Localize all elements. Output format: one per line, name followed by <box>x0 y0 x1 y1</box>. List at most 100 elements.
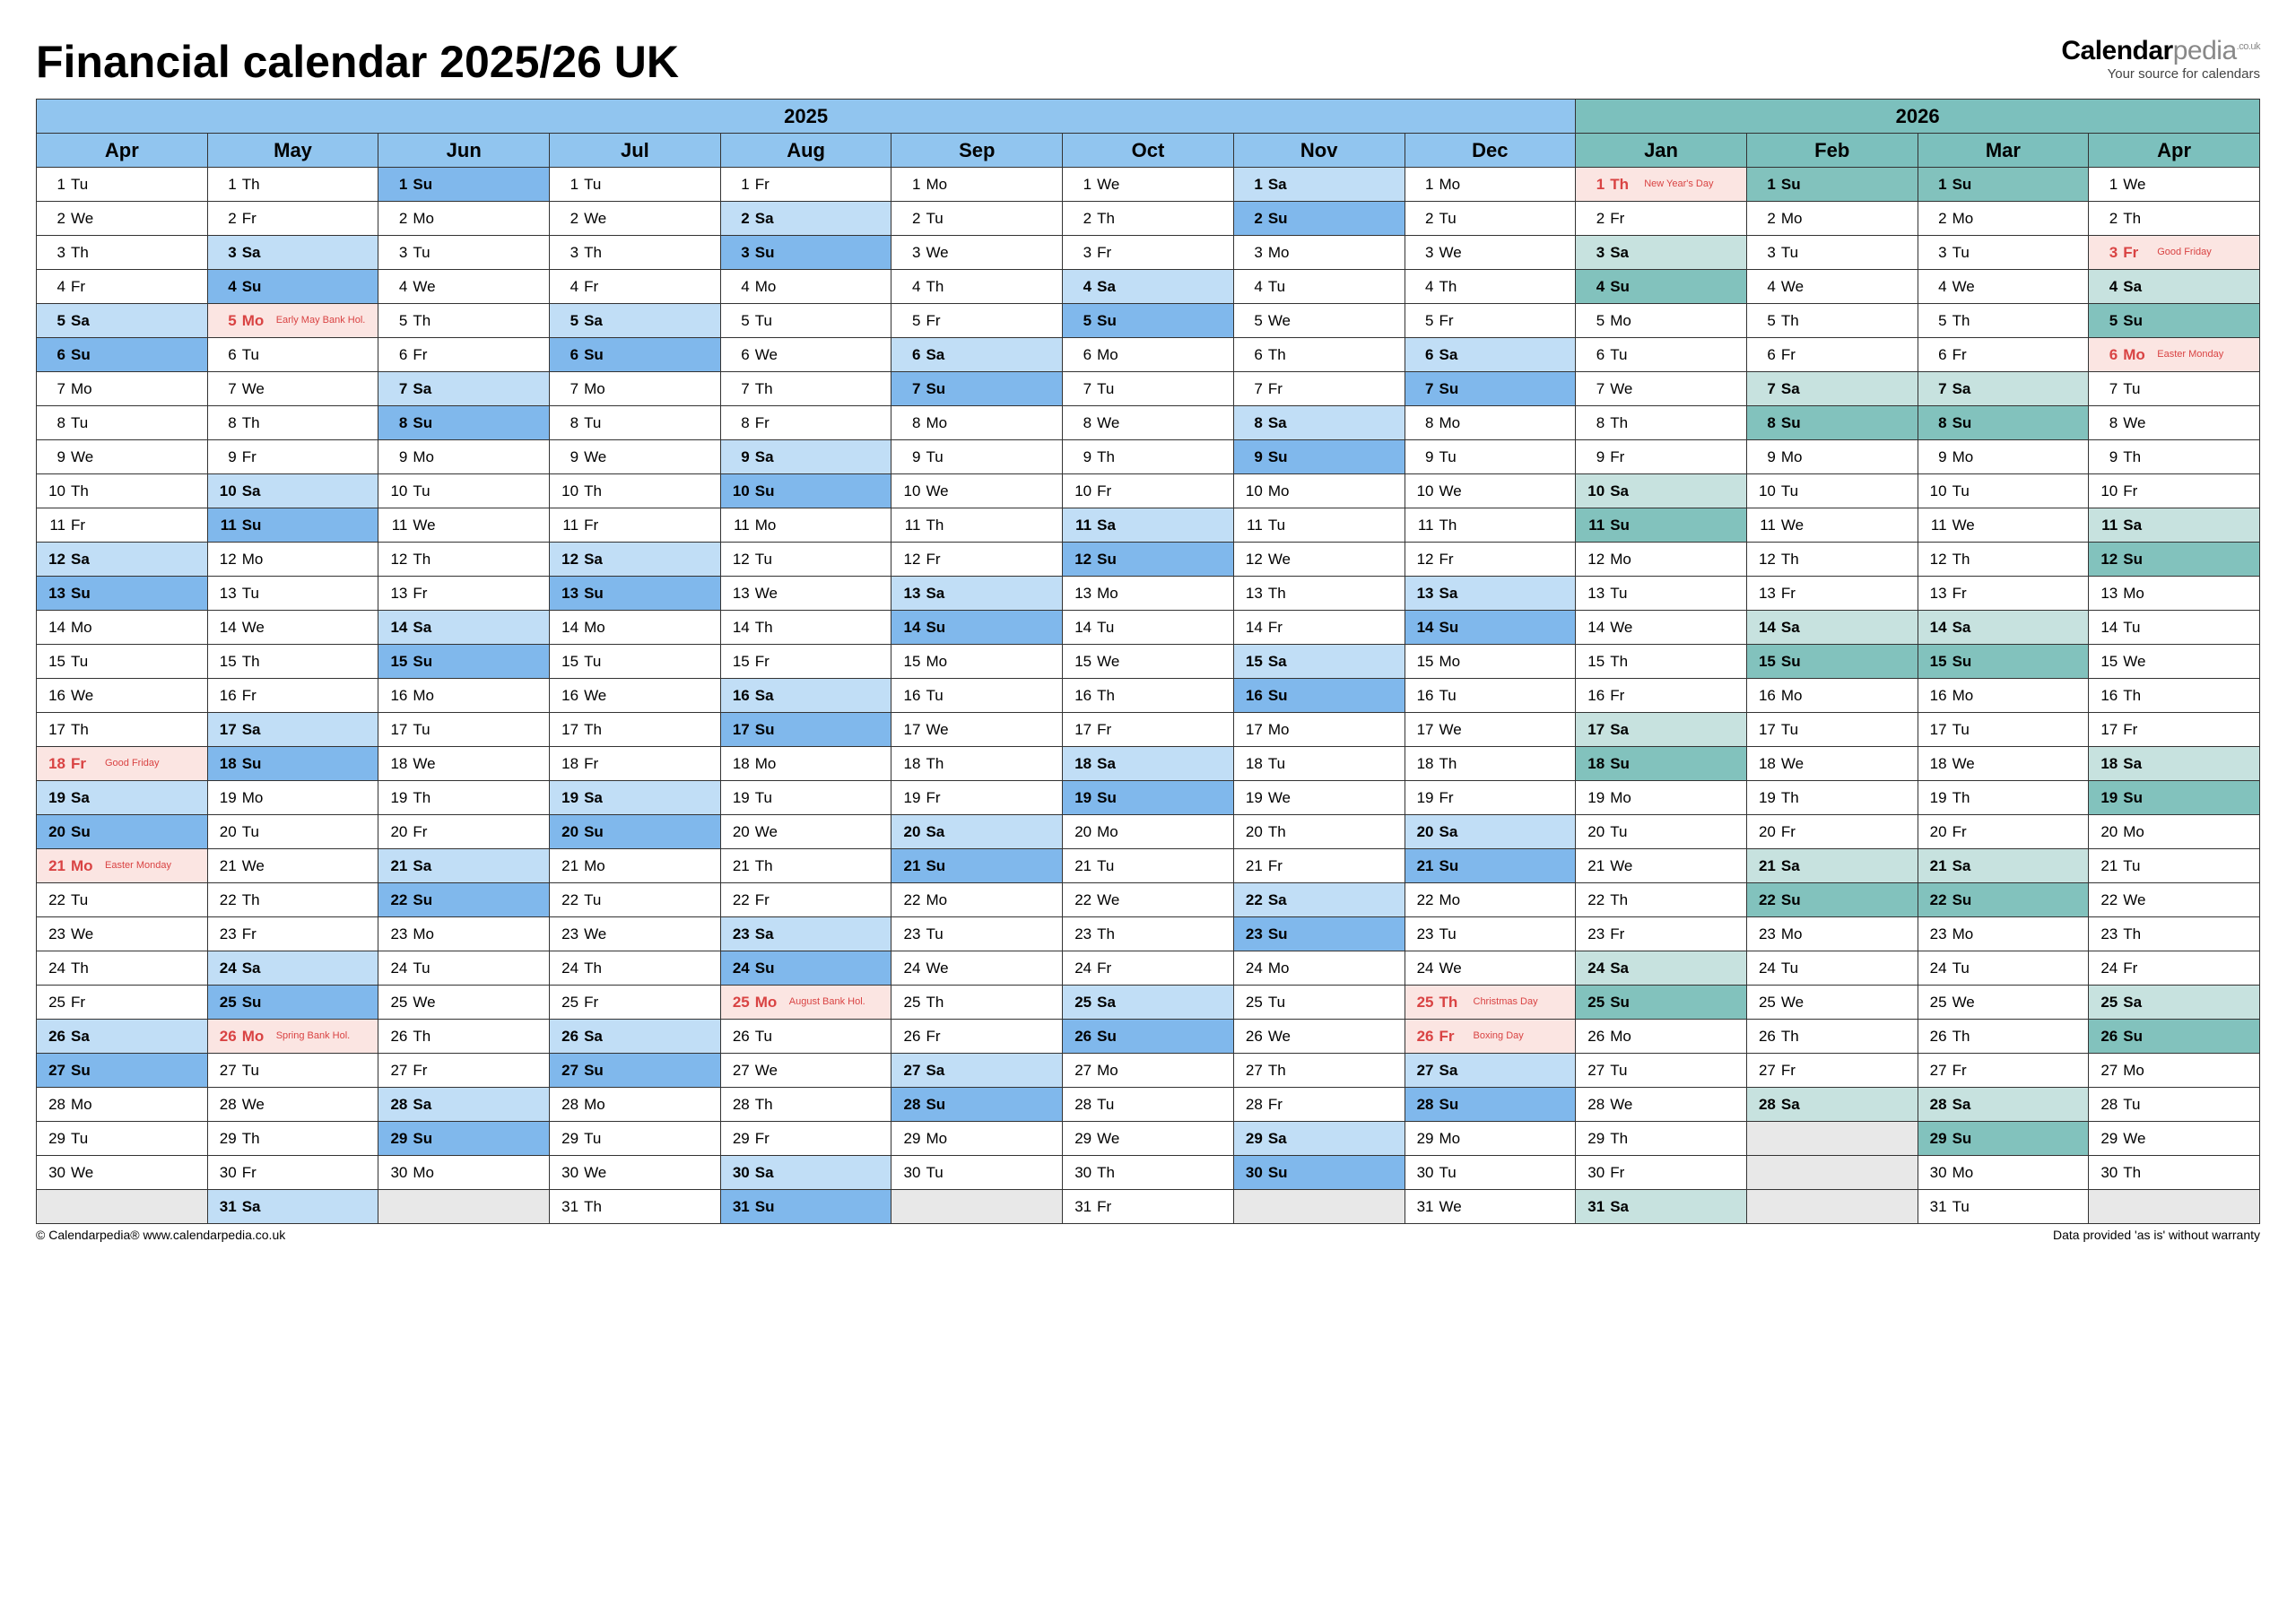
day-of-week: Mo <box>1097 823 1126 841</box>
day-number: 22 <box>213 891 237 909</box>
day-of-week: Tu <box>1439 1164 1468 1182</box>
day-number: 8 <box>1068 414 1091 432</box>
day-number: 21 <box>1411 857 1434 875</box>
day-number: 24 <box>1239 960 1263 977</box>
day-of-week: Su <box>1952 1130 1981 1148</box>
day-number: 26 <box>555 1028 578 1046</box>
day-of-week: Su <box>242 755 271 773</box>
day-of-week: Th <box>413 312 441 330</box>
day-cell: 7Sa <box>1918 372 2089 406</box>
day-number: 4 <box>42 278 65 296</box>
day-cell: 22Th <box>1576 883 1747 917</box>
day-of-week: Sa <box>1952 1096 1981 1114</box>
day-cell: 5MoEarly May Bank Hol. <box>207 304 378 338</box>
day-number: 19 <box>1068 789 1091 807</box>
day-number: 30 <box>726 1164 750 1182</box>
day-of-week: Su <box>242 517 271 534</box>
day-of-week: Sa <box>1610 244 1639 262</box>
day-of-week: Th <box>242 414 271 432</box>
day-cell: 9Mo <box>378 440 550 474</box>
day-number: 28 <box>1068 1096 1091 1114</box>
day-of-week: Fr <box>71 278 100 296</box>
day-of-week: Th <box>755 380 784 398</box>
day-cell: 18Tu <box>1233 747 1405 781</box>
day-cell: 27Mo <box>1063 1054 1234 1088</box>
day-of-week: Tu <box>926 448 954 466</box>
day-number: 15 <box>1411 653 1434 671</box>
day-number: 5 <box>897 312 920 330</box>
day-of-week: Sa <box>584 551 613 569</box>
day-number: 17 <box>1752 721 1776 739</box>
day-cell: 4Th <box>891 270 1063 304</box>
day-cell: 18Mo <box>720 747 891 781</box>
day-number: 12 <box>1924 551 1947 569</box>
day-of-week: Mo <box>584 1096 613 1114</box>
day-cell: 26We <box>1233 1020 1405 1054</box>
day-of-week: Th <box>1952 1028 1981 1046</box>
day-number: 7 <box>2094 380 2118 398</box>
day-cell: 11Su <box>207 508 378 543</box>
day-number: 26 <box>42 1028 65 1046</box>
day-cell: 22Mo <box>1405 883 1576 917</box>
day-cell: 4We <box>378 270 550 304</box>
day-number: 11 <box>1581 517 1605 534</box>
day-number: 10 <box>897 482 920 500</box>
day-cell: 23Su <box>1233 917 1405 951</box>
day-number: 15 <box>726 653 750 671</box>
day-cell: 3FrGood Friday <box>2089 236 2260 270</box>
day-number: 6 <box>1581 346 1605 364</box>
day-cell: 7Mo <box>37 372 208 406</box>
day-cell: 13Su <box>37 577 208 611</box>
day-number: 13 <box>897 585 920 603</box>
day-cell: 20Mo <box>2089 815 2260 849</box>
day-cell: 6We <box>720 338 891 372</box>
day-of-week: Tu <box>413 482 441 500</box>
day-number: 14 <box>213 619 237 637</box>
day-number: 30 <box>1239 1164 1263 1182</box>
day-cell: 11Sa <box>2089 508 2260 543</box>
day-of-week: We <box>1952 278 1981 296</box>
day-number: 8 <box>555 414 578 432</box>
day-cell: 22We <box>2089 883 2260 917</box>
day-of-week: Th <box>926 278 954 296</box>
day-number: 6 <box>1752 346 1776 364</box>
day-number: 6 <box>2094 346 2118 364</box>
month-header: Jan <box>1576 134 1747 168</box>
day-of-week: We <box>1610 1096 1639 1114</box>
day-of-week: We <box>1781 517 1810 534</box>
day-cell: 21Sa <box>1918 849 2089 883</box>
day-cell: 6Su <box>550 338 721 372</box>
day-cell: 29Th <box>207 1122 378 1156</box>
day-cell: 8Su <box>1746 406 1918 440</box>
day-number: 12 <box>897 551 920 569</box>
day-of-week: Th <box>1268 585 1297 603</box>
day-number: 30 <box>42 1164 65 1182</box>
day-cell: 26Mo <box>1576 1020 1747 1054</box>
day-number: 1 <box>897 176 920 194</box>
day-of-week: Mo <box>1610 551 1639 569</box>
day-of-week: Sa <box>1610 721 1639 739</box>
holiday-label: Early May Bank Hol. <box>276 316 373 326</box>
day-number: 15 <box>2094 653 2118 671</box>
day-number: 23 <box>1581 925 1605 943</box>
day-of-week: We <box>584 210 613 228</box>
day-number: 26 <box>1068 1028 1091 1046</box>
day-cell: 23Mo <box>1746 917 1918 951</box>
day-cell: 19Mo <box>207 781 378 815</box>
day-number: 23 <box>1068 925 1091 943</box>
day-number: 11 <box>1068 517 1091 534</box>
day-number: 7 <box>1581 380 1605 398</box>
day-cell: 27Tu <box>207 1054 378 1088</box>
day-cell: 27Tu <box>1576 1054 1747 1088</box>
day-cell: 25Sa <box>1063 986 1234 1020</box>
day-of-week: Tu <box>1268 994 1297 1012</box>
day-of-week: Th <box>926 517 954 534</box>
day-cell: 14Sa <box>1746 611 1918 645</box>
day-cell: 23Sa <box>720 917 891 951</box>
day-number: 22 <box>726 891 750 909</box>
day-of-week: Mo <box>1268 721 1297 739</box>
day-number: 10 <box>555 482 578 500</box>
day-cell: 5Fr <box>891 304 1063 338</box>
day-cell: 9We <box>550 440 721 474</box>
day-of-week: Tu <box>71 891 100 909</box>
